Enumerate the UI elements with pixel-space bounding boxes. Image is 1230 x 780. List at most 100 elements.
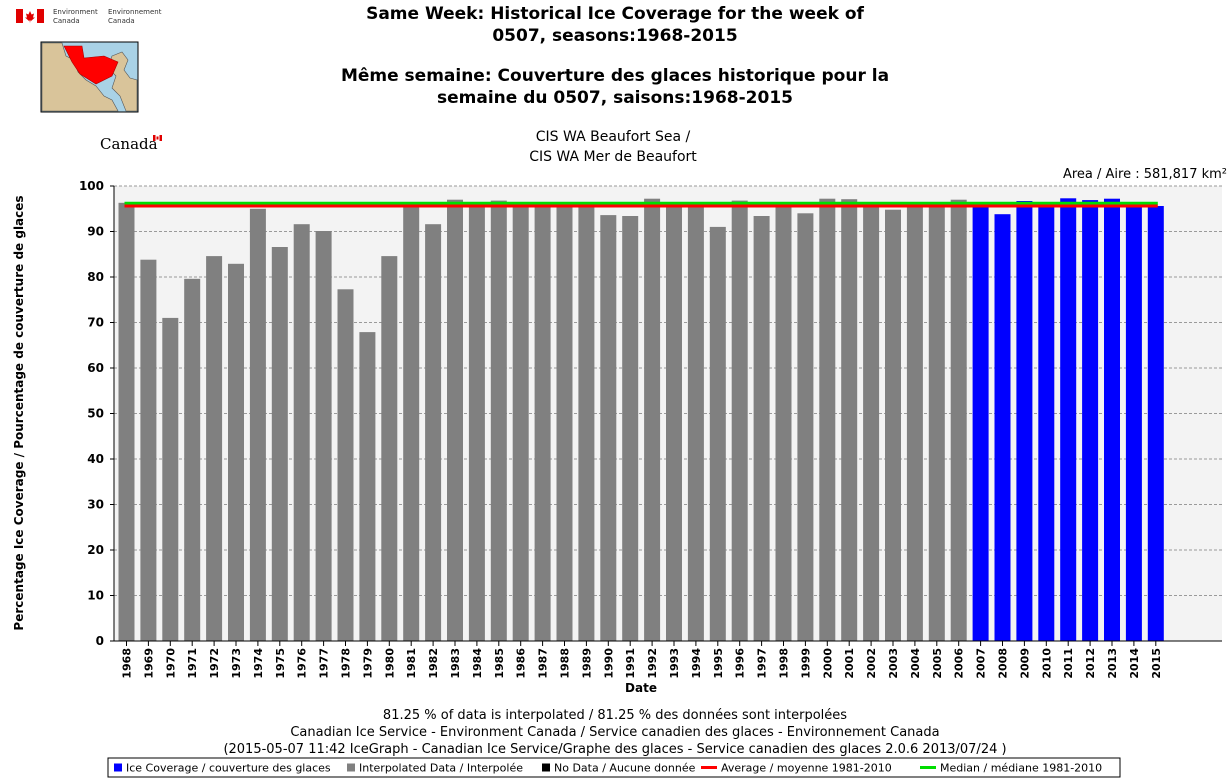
grid-lines <box>110 185 1222 642</box>
x-tick-label-2013: 2013 <box>1106 648 1119 679</box>
x-tick-label-1975: 1975 <box>274 648 287 679</box>
legend-swatch-ice <box>114 763 122 772</box>
x-tick-label-1997: 1997 <box>756 648 769 679</box>
x-tick-label-2011: 2011 <box>1062 648 1075 679</box>
org-en-line2: Canada <box>53 17 80 25</box>
y-tick-label: 40 <box>87 452 104 466</box>
legend-label-no_data: No Data / Aucune donnée <box>554 762 696 775</box>
bar-1996 <box>731 200 748 641</box>
bar-2013 <box>1104 198 1120 641</box>
bar-1993 <box>666 205 682 641</box>
y-tick-label: 10 <box>87 589 104 603</box>
y-tick-label: 50 <box>87 407 104 421</box>
region-map-thumbnail <box>40 41 139 113</box>
legend: Ice Coverage / couverture des glaces Inte… <box>107 757 1121 778</box>
x-tick-label-1972: 1972 <box>208 648 221 679</box>
bar-1985 <box>490 200 507 641</box>
x-tick-label-1977: 1977 <box>318 648 331 679</box>
x-tick-label-2005: 2005 <box>931 648 944 679</box>
x-tick-label-2002: 2002 <box>865 648 878 679</box>
x-tick-label-1974: 1974 <box>252 648 265 679</box>
bar-1981 <box>403 204 420 641</box>
legend-swatch-no_data <box>542 763 550 772</box>
bar-1997 <box>753 216 770 641</box>
bar-1998 <box>775 205 792 641</box>
bars <box>118 198 1164 642</box>
footer-generator: (2015-05-07 11:42 IceGraph - Canadian Ic… <box>223 742 1006 757</box>
legend-swatch-interpolated <box>347 763 355 772</box>
bar-2010 <box>1038 205 1055 641</box>
x-tick-label-1991: 1991 <box>624 648 637 679</box>
bar-1991 <box>622 216 639 641</box>
x-tick-label-1981: 1981 <box>405 648 418 679</box>
legend-label-median: Median / médiane 1981-2010 <box>940 762 1102 775</box>
bar-1994 <box>687 205 704 641</box>
org-fr-line1: Environnement <box>108 8 162 16</box>
legend-label-ice: Ice Coverage / couverture des glaces <box>126 762 331 775</box>
x-tick-label-2012: 2012 <box>1084 648 1097 679</box>
x-tick-label-1980: 1980 <box>383 648 396 679</box>
bar-1977 <box>315 231 332 641</box>
x-tick-label-2004: 2004 <box>909 648 922 679</box>
canada-wordmark-text: Canada <box>100 135 158 153</box>
chart-title-line-3: Même semaine: Couverture des glaces hist… <box>341 66 889 86</box>
bar-2009 <box>1016 201 1033 641</box>
bar-1973 <box>228 263 244 641</box>
y-tick-label: 70 <box>87 316 104 330</box>
axes <box>113 186 1222 642</box>
x-tick-label-1983: 1983 <box>449 648 462 679</box>
y-tick-label: 0 <box>96 634 104 648</box>
x-tick-label-1970: 1970 <box>164 648 177 679</box>
x-tick-label-2003: 2003 <box>887 648 900 679</box>
bar-1982 <box>425 224 442 641</box>
x-tick-label-1990: 1990 <box>602 648 615 679</box>
bar-1972 <box>206 256 223 641</box>
bar-1978 <box>337 289 354 641</box>
x-tick-labels: 1968 1969 1970 1971 1972 1973 1974 1975 1976 1977… <box>121 641 1163 679</box>
bar-2012 <box>1082 200 1099 641</box>
chart-title-line-2: 0507, seasons:1968-2015 <box>492 26 737 46</box>
map-land-shape <box>41 42 119 112</box>
bar-1983 <box>447 199 463 641</box>
x-tick-label-1998: 1998 <box>778 648 791 679</box>
bar-2014 <box>1125 205 1142 641</box>
x-tick-label-2015: 2015 <box>1150 648 1163 679</box>
bar-2007 <box>972 205 989 641</box>
x-tick-label-1993: 1993 <box>668 648 681 679</box>
x-tick-label-1978: 1978 <box>340 648 353 679</box>
bar-1970 <box>162 317 179 641</box>
bar-2015 <box>1147 206 1164 641</box>
bar-1980 <box>381 256 398 641</box>
reference-lines <box>124 201 1158 208</box>
x-tick-label-1987: 1987 <box>537 648 550 679</box>
x-tick-label-1985: 1985 <box>493 648 506 679</box>
x-tick-label-1989: 1989 <box>580 648 593 679</box>
bar-1971 <box>184 278 201 641</box>
bar-2004 <box>906 205 923 641</box>
x-tick-label-1995: 1995 <box>712 648 725 679</box>
chart-title-line-4: semaine du 0507, saisons:1968-2015 <box>437 88 793 108</box>
flag-right-band-icon <box>37 9 44 23</box>
x-tick-label-1973: 1973 <box>230 648 243 679</box>
x-tick-label-1969: 1969 <box>142 648 155 679</box>
x-tick-label-1971: 1971 <box>186 648 199 679</box>
bar-2001 <box>841 199 858 641</box>
bar-1975 <box>271 247 288 641</box>
x-tick-label-1986: 1986 <box>515 648 528 679</box>
chart-subtitle-line-2: CIS WA Mer de Beaufort <box>529 149 697 165</box>
bar-1968 <box>118 202 135 642</box>
x-tick-label-1968: 1968 <box>121 648 134 679</box>
x-tick-label-2008: 2008 <box>997 648 1010 679</box>
bar-1990 <box>600 215 617 641</box>
x-tick-label-1999: 1999 <box>799 648 812 679</box>
x-tick-label-2007: 2007 <box>975 648 988 679</box>
x-tick-label-2010: 2010 <box>1040 648 1053 679</box>
y-axis-title: Percentage Ice Coverage / Pourcentage de… <box>12 195 26 630</box>
x-tick-label-2009: 2009 <box>1018 648 1031 679</box>
x-tick-label-1992: 1992 <box>646 648 659 679</box>
x-tick-label-1979: 1979 <box>361 648 374 679</box>
bar-2002 <box>863 205 880 641</box>
legend-box <box>107 757 1121 778</box>
bar-2006 <box>950 199 967 641</box>
